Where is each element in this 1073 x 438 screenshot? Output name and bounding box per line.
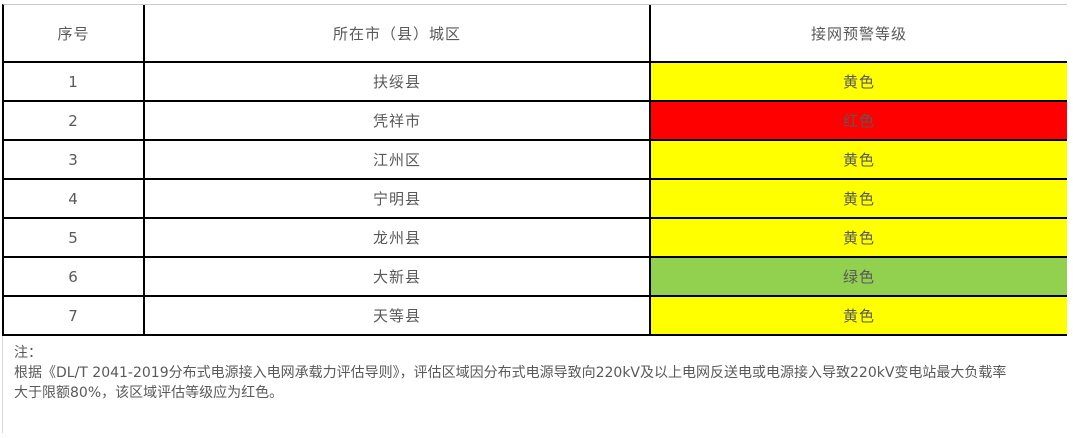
row-number-cell: 4 — [68, 189, 79, 208]
row-number-cell: 5 — [68, 228, 79, 247]
warning-level-cell: 黄色 — [649, 297, 1067, 334]
table-row: 1 扶绥县 黄色 — [4, 63, 1067, 102]
table-row: 5 龙州县 黄色 — [4, 219, 1067, 258]
table-header-row: 序号 所在市（县）城区 接网预警等级 — [4, 5, 1067, 63]
warning-level-cell: 绿色 — [649, 258, 1067, 295]
area-name-cell: 龙州县 — [143, 219, 649, 256]
warning-level-cell: 黄色 — [649, 180, 1067, 217]
header-serial-number: 序号 — [57, 24, 90, 43]
warning-level-table: 序号 所在市（县）城区 接网预警等级 1 扶绥县 黄色 2 凭祥市 红色 3 江… — [2, 4, 1067, 336]
area-name-cell: 天等县 — [143, 297, 649, 334]
table-row: 6 大新县 绿色 — [4, 258, 1067, 297]
row-number-cell: 7 — [68, 306, 79, 325]
warning-level-cell: 黄色 — [649, 141, 1067, 178]
area-name-cell: 宁明县 — [143, 180, 649, 217]
table-row: 2 凭祥市 红色 — [4, 102, 1067, 141]
footnote-line: 大于限额80%，该区域评估等级应为红色。 — [14, 385, 284, 401]
area-name-cell: 凭祥市 — [143, 102, 649, 139]
table-body: 1 扶绥县 黄色 2 凭祥市 红色 3 江州区 黄色 4 宁明县 黄色 5 龙州… — [4, 63, 1067, 336]
area-name-cell: 大新县 — [143, 258, 649, 295]
footnote: 注： 根据《DL/T 2041-2019分布式电源接入电网承载力评估导则》，评估区… — [2, 336, 1062, 433]
row-number-cell: 2 — [68, 111, 79, 130]
warning-level-cell: 红色 — [649, 102, 1067, 139]
footnote-line: 注： — [14, 345, 42, 361]
header-city-county-district: 所在市（县）城区 — [143, 5, 649, 61]
header-grid-warning-level: 接网预警等级 — [649, 5, 1067, 61]
warning-level-cell: 黄色 — [649, 63, 1067, 100]
warning-level-cell: 黄色 — [649, 219, 1067, 256]
footnote-line: 根据《DL/T 2041-2019分布式电源接入电网承载力评估导则》，评估区域因… — [14, 365, 1007, 381]
table-row: 7 天等县 黄色 — [4, 297, 1067, 336]
row-number-cell: 1 — [68, 72, 79, 91]
area-name-cell: 江州区 — [143, 141, 649, 178]
row-number-cell: 3 — [68, 150, 79, 169]
table-row: 4 宁明县 黄色 — [4, 180, 1067, 219]
row-number-cell: 6 — [68, 267, 79, 286]
area-name-cell: 扶绥县 — [143, 63, 649, 100]
table-row: 3 江州区 黄色 — [4, 141, 1067, 180]
